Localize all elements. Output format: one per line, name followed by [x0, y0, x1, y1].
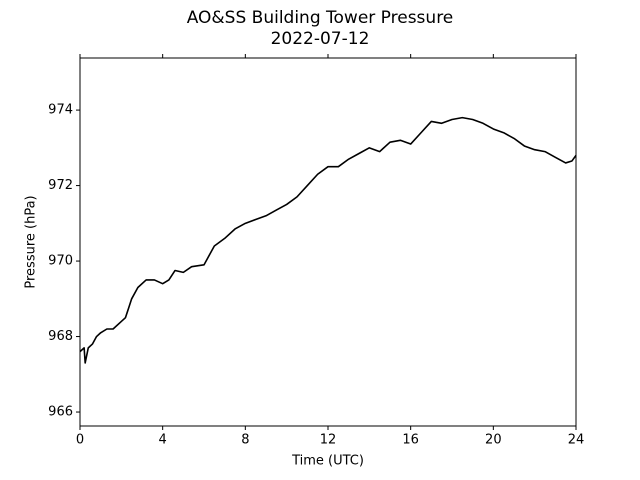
y-axis-label: Pressure (hPa): [24, 195, 39, 288]
x-tick-label: 12: [320, 433, 337, 448]
x-tick-label: 20: [485, 433, 502, 448]
x-tick-label: 24: [568, 433, 585, 448]
y-tick-label: 970: [48, 254, 73, 269]
y-tick-label: 966: [48, 405, 73, 420]
x-axis-label: Time (UTC): [291, 454, 364, 469]
plot-frame: [79, 57, 577, 427]
y-tick-label: 972: [48, 178, 73, 193]
y-tick-label: 968: [48, 329, 73, 344]
data-line: [79, 116, 577, 364]
x-tick-label: 16: [402, 433, 419, 448]
y-tick-label: 974: [48, 103, 73, 118]
x-tick-label: 0: [76, 433, 84, 448]
x-tick-label: 8: [241, 433, 249, 448]
x-tick-label: 4: [159, 433, 167, 448]
chart-subtitle: 2022-07-12: [271, 29, 370, 49]
chart-title: AO&SS Building Tower Pressure: [187, 8, 454, 28]
